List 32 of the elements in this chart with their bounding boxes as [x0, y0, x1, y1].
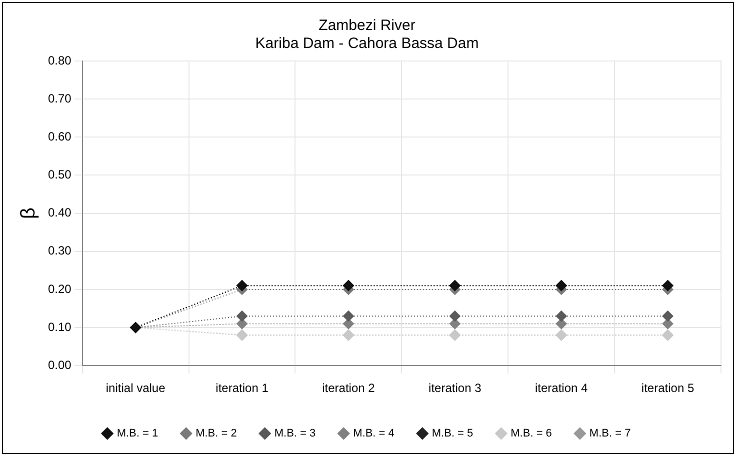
legend-label: M.B. = 6 — [510, 428, 552, 440]
y-tick-label: 0.40 — [48, 206, 72, 220]
y-tick-label: 0.80 — [48, 53, 72, 68]
point — [556, 310, 567, 322]
y-tick-label: 0.30 — [48, 244, 72, 258]
x-tick-label: iteration 2 — [322, 381, 376, 396]
point — [342, 310, 354, 322]
x-tick-label: iteration 3 — [428, 381, 482, 396]
chart-subtitle: Kariba Dam - Cahora Bassa Dam — [255, 35, 479, 52]
x-tick-label: iteration 5 — [641, 381, 694, 396]
legend-label: M.B. = 5 — [432, 428, 474, 440]
legend-label: M.B. = 2 — [196, 428, 237, 440]
legend-label: M.B. = 7 — [589, 428, 631, 440]
point — [449, 310, 460, 322]
x-tick-label: iteration 1 — [216, 381, 269, 396]
y-tick-label: 0.00 — [48, 358, 72, 372]
point — [236, 310, 248, 322]
point — [556, 318, 567, 330]
point — [662, 310, 674, 322]
y-tick-label: 0.10 — [48, 320, 72, 334]
chart-title: Zambezi River — [318, 17, 416, 34]
y-tick-label: 0.20 — [48, 282, 72, 296]
legend-label: M.B. = 1 — [116, 428, 158, 440]
x-tick-label: initial value — [106, 381, 166, 396]
legend-label: M.B. = 4 — [353, 428, 394, 440]
y-axis-title: β — [18, 208, 40, 220]
x-tick-label: iteration 4 — [534, 381, 588, 396]
y-tick-label: 0.60 — [48, 129, 72, 144]
y-tick-label: 0.50 — [48, 168, 72, 182]
legend-label: M.B. = 3 — [274, 428, 316, 440]
y-tick-label: 0.70 — [48, 91, 72, 106]
point — [449, 318, 460, 330]
